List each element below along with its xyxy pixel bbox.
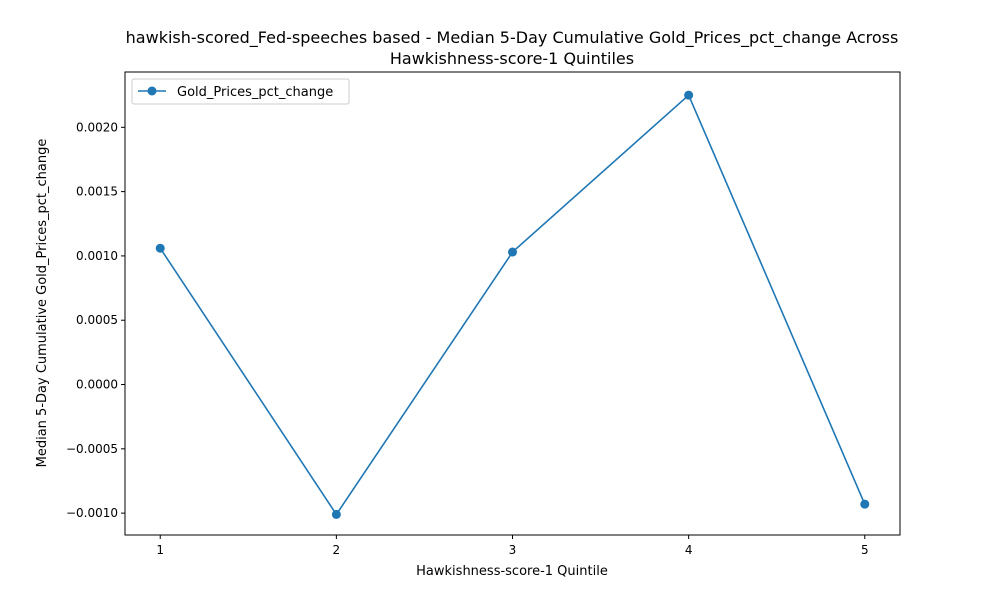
y-tick-label: 0.0010 bbox=[76, 249, 118, 263]
y-tick-label: 0.0005 bbox=[76, 313, 118, 327]
x-tick-label: 1 bbox=[156, 543, 164, 557]
legend: Gold_Prices_pct_change bbox=[131, 78, 350, 105]
plot-background bbox=[125, 72, 900, 535]
plot-frame bbox=[124, 71, 901, 536]
data-point bbox=[331, 509, 341, 519]
legend-marker bbox=[147, 86, 157, 96]
data-point bbox=[155, 243, 165, 253]
data-point bbox=[860, 499, 870, 509]
y-axis-label: Median 5-Day Cumulative Gold_Prices_pct_… bbox=[35, 139, 50, 468]
chart-title-line-2: Hawkishness-score-1 Quintiles bbox=[390, 49, 634, 68]
x-tick-label: 4 bbox=[685, 543, 693, 557]
x-tick-label: 2 bbox=[333, 543, 341, 557]
legend-box bbox=[131, 78, 350, 105]
y-tick-label: 0.0000 bbox=[76, 378, 118, 392]
y-axis-ticks: −0.0010 −0.0005 0.0000 0.0005 0.0010 0.0015 0.… bbox=[66, 120, 125, 520]
y-tick-label: −0.0005 bbox=[66, 442, 118, 456]
legend-label: Gold_Prices_pct_change bbox=[177, 85, 333, 100]
chart-title-line-1: hawkish-scored_Fed-speeches based - Medi… bbox=[126, 28, 899, 48]
y-tick-label: 0.0020 bbox=[76, 120, 118, 134]
x-axis-ticks: 1 2 3 4 5 bbox=[156, 535, 869, 557]
series-layer bbox=[155, 90, 870, 519]
x-tick-label: 5 bbox=[861, 543, 869, 557]
data-point bbox=[508, 247, 517, 257]
x-axis-label: Hawkishness-score-1 Quintile bbox=[416, 564, 608, 579]
y-tick-label: −0.0010 bbox=[66, 506, 118, 520]
y-tick-label: 0.0015 bbox=[76, 185, 118, 199]
x-tick-label: 3 bbox=[509, 543, 517, 557]
data-point bbox=[684, 90, 694, 100]
plot-area bbox=[125, 72, 900, 535]
